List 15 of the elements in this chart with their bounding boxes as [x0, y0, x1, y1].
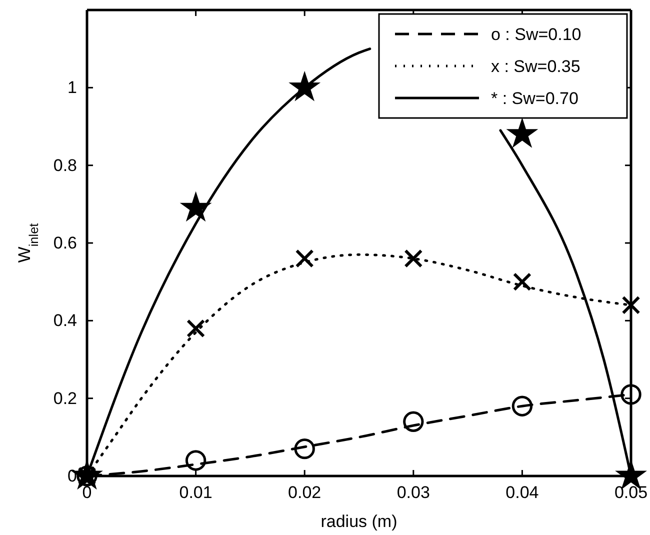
y-tick-label: 1 [68, 78, 77, 98]
legend-label: o : Sw=0.10 [491, 25, 582, 44]
y-tick-label: 0.6 [53, 233, 77, 252]
x-tick-label: 0.05 [614, 483, 648, 502]
legend-label: x : Sw=0.35 [491, 57, 580, 76]
x-axis-title: radius (m) [320, 512, 398, 531]
legend-label: * : Sw=0.70 [491, 89, 578, 108]
x-tick-label: 0.03 [396, 483, 430, 502]
x-tick-label: 0.01 [179, 483, 212, 502]
x-tick-label: 0 [82, 483, 92, 502]
y-tick-label: 0.2 [53, 388, 77, 408]
x-tick-label: 0.04 [506, 483, 539, 502]
x-tick-label: 0.02 [288, 483, 322, 502]
y-tick-label: 0.4 [53, 311, 77, 330]
y-tick-label: 0.8 [53, 156, 77, 175]
